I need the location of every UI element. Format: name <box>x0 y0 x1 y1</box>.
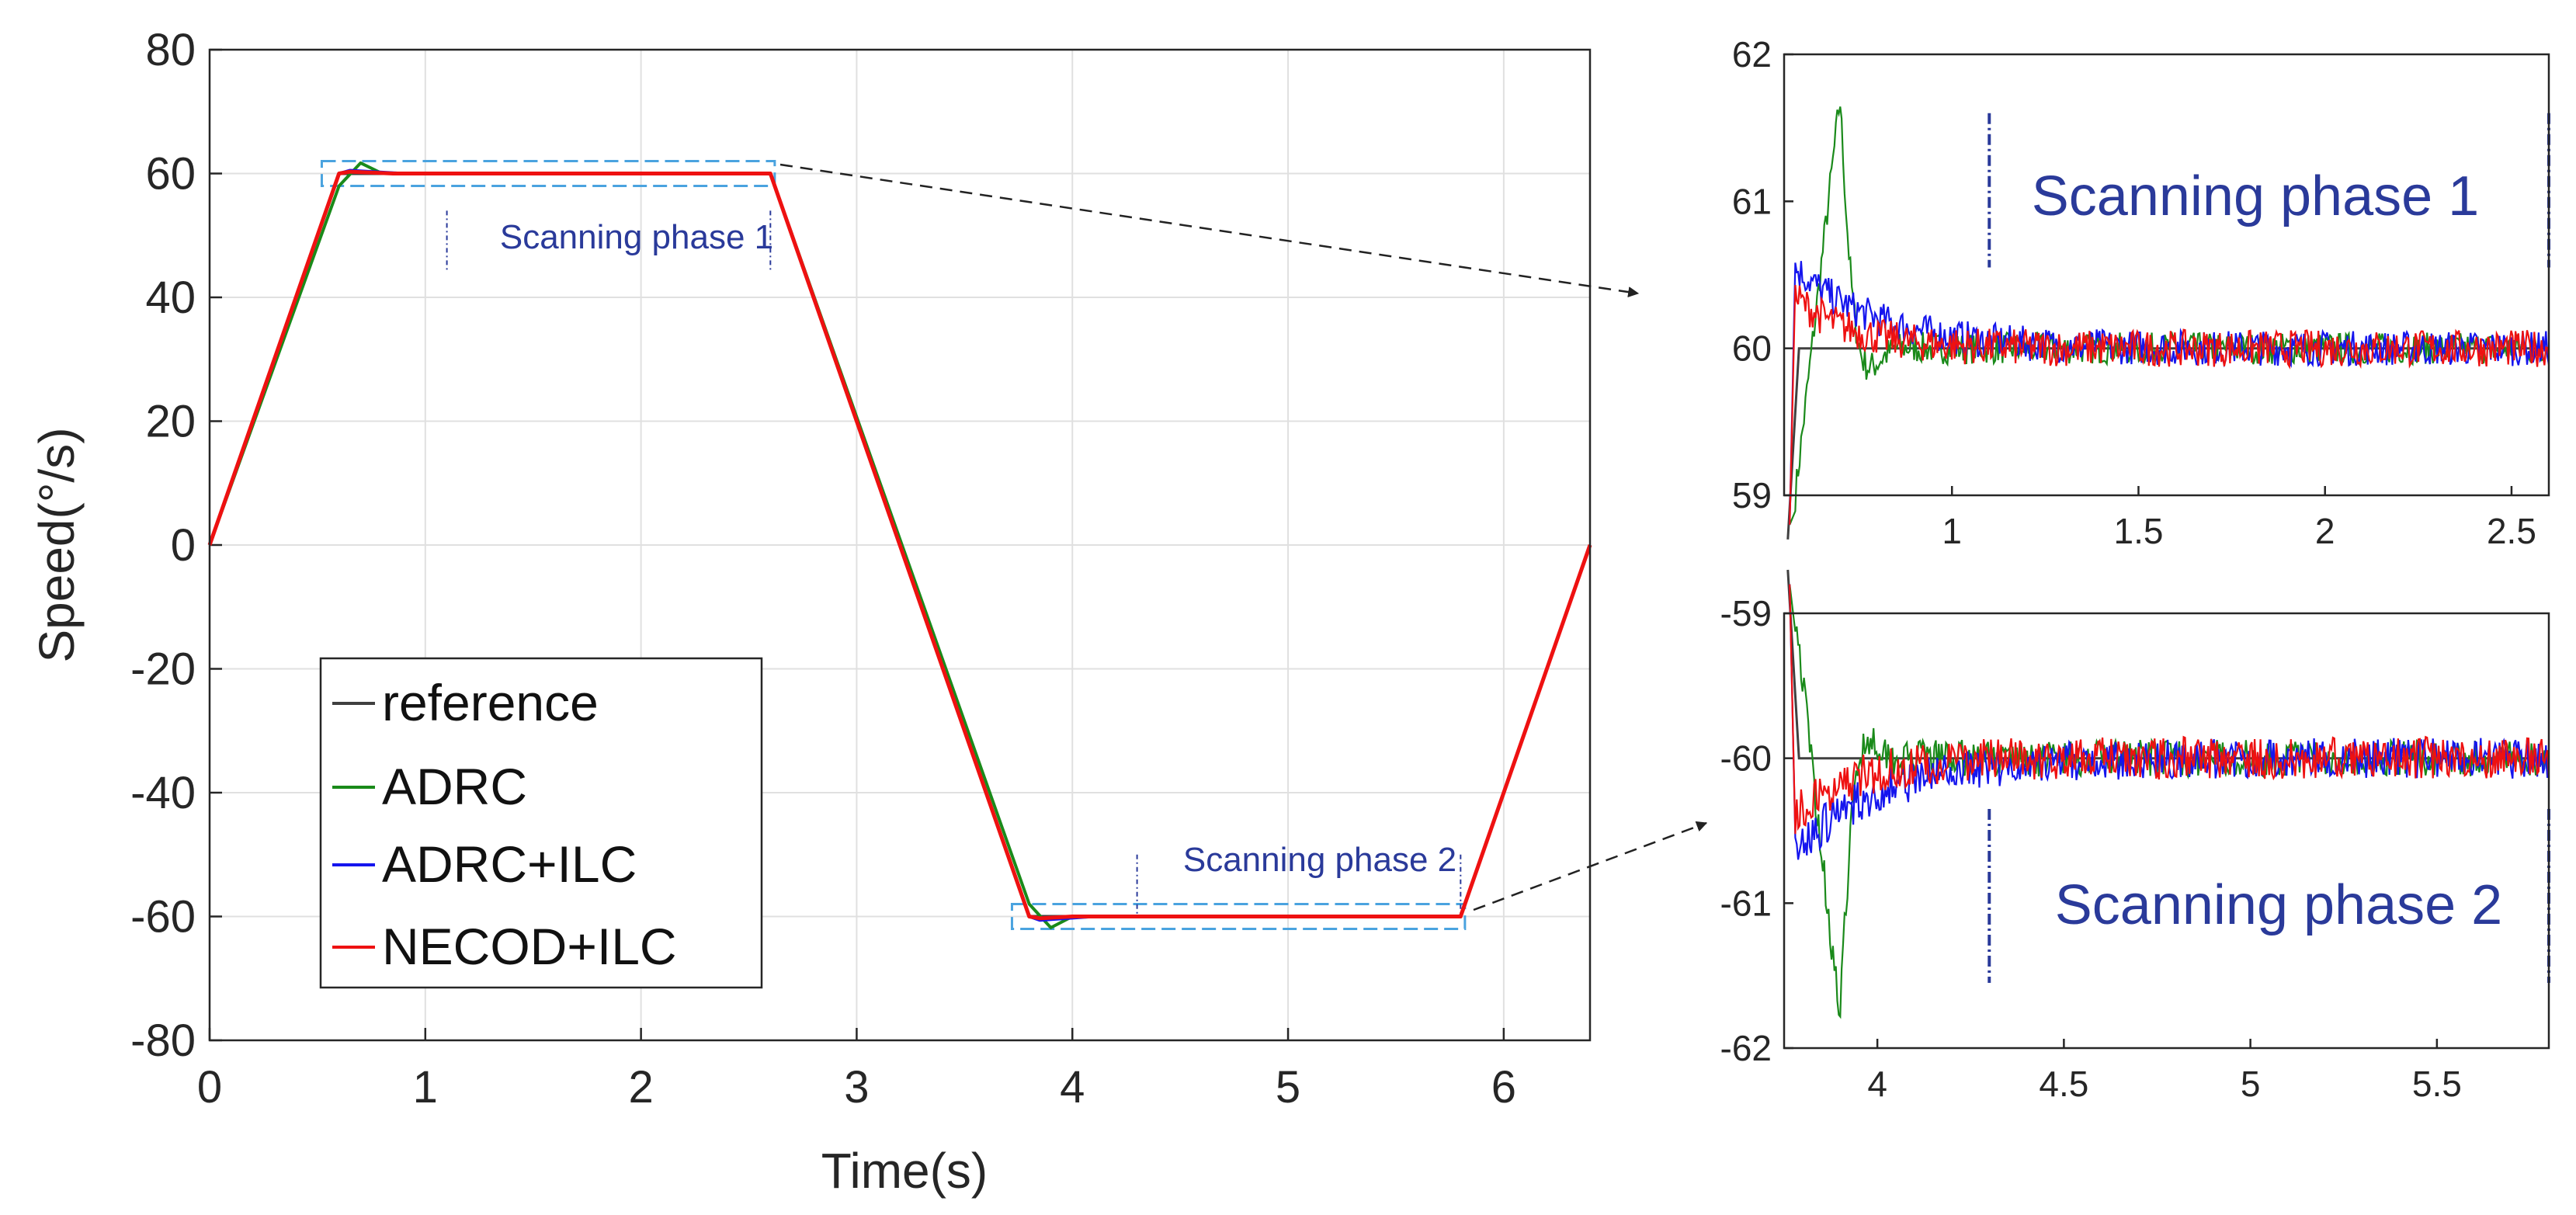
zoom1-plot-area <box>1784 54 2549 495</box>
zoom1-x-tick-label: 1.5 <box>2113 511 2163 551</box>
zoom1-y-tick-label: 61 <box>1732 181 1772 221</box>
main-y-tick-label: 0 <box>171 520 196 571</box>
zoom2-y-tick-label: -62 <box>1720 1028 1772 1068</box>
zoom2-y-tick-label: -61 <box>1720 883 1772 923</box>
main-y-tick-label: 60 <box>145 149 196 200</box>
zoom1-tick-labels: 1 1.5 2 2.5 62 61 60 59 <box>1732 34 2536 551</box>
main-series <box>207 161 1592 929</box>
zoom2-plot-frame <box>1783 612 2550 1050</box>
zoom1-annotation: Scanning phase 1 <box>2032 165 2479 227</box>
zoom1-y-tick-label: 60 <box>1732 328 1772 369</box>
main-y-tick-label: -80 <box>130 1015 196 1066</box>
zoom-arrow-phase-2 <box>1473 821 1708 911</box>
zoom2-x-tick-label: 5 <box>2241 1064 2261 1104</box>
main-y-tick-label: 20 <box>145 397 196 447</box>
main-y-tick-label: -40 <box>130 768 196 818</box>
main-tick-labels: 0 1 2 3 4 5 6 80 60 40 20 0 -20 -40 -60 -80 <box>130 25 1516 1113</box>
zoom2-x-tick-label: 5.5 <box>2412 1064 2462 1104</box>
zoom1-plot-frame <box>1783 53 2550 497</box>
zoom1-x-tick-label: 2.5 <box>2487 511 2536 551</box>
zoom1-series-necod-ilc <box>1789 284 2550 525</box>
main-x-tick-label: 3 <box>844 1062 869 1113</box>
main-x-tick-label: 5 <box>1276 1062 1300 1113</box>
annotation-scanning-phase-1: Scanning phase 1 <box>500 218 773 256</box>
main-y-tick-label: 80 <box>145 25 196 75</box>
main-x-tick-label: 2 <box>628 1062 653 1113</box>
legend-label-adrc-ilc: ADRC+ILC <box>382 835 637 893</box>
zoom2-x-tick-label: 4.5 <box>2039 1064 2088 1104</box>
legend-label-necod-ilc: NECOD+ILC <box>382 918 677 975</box>
zoom-arrow-phase-1 <box>779 163 1640 298</box>
main-y-tick-label: 40 <box>145 273 196 323</box>
legend-box <box>319 657 763 989</box>
zoom1-y-tick-label: 62 <box>1732 34 1772 75</box>
main-y-tick-label: -20 <box>130 644 196 695</box>
zoom2-series-adrc <box>1789 584 2550 1019</box>
series-necod-ilc <box>207 169 1592 921</box>
main-y-tick-label: -60 <box>130 892 196 942</box>
legend-label-adrc: ADRC <box>382 758 527 815</box>
zoom2-y-tick-label: -60 <box>1720 738 1772 779</box>
zoom2-annotation: Scanning phase 2 <box>2055 874 2502 936</box>
main-x-axis-label: Time(s) <box>821 1143 988 1199</box>
main-plot: 0 1 2 3 4 5 6 80 60 40 20 0 -20 -40 -60 -80 Time(s) Spe… <box>29 25 1592 1199</box>
zoom1-series-adrc-ilc <box>1789 261 2550 525</box>
zoom2-y-tick-label: -59 <box>1720 593 1772 634</box>
main-plot-frame <box>208 48 1592 1042</box>
zoom-plot-phase-1: 1 1.5 2 2.5 62 61 60 59 Scanning phase 1 <box>1732 34 2550 551</box>
legend-label-reference: reference <box>382 674 599 731</box>
zoom1-x-tick-label: 2 <box>2315 511 2335 551</box>
main-annotations <box>320 160 1467 930</box>
main-x-tick-label: 0 <box>197 1062 222 1113</box>
zoom2-tick-labels: 4 4.5 5 5.5 -59 -60 -61 -62 <box>1720 593 2462 1104</box>
zoom-plot-phase-2: 4 4.5 5 5.5 -59 -60 -61 -62 Scanning phase 2 <box>1720 569 2550 1104</box>
zoom2-series <box>1786 569 2550 1019</box>
zoom2-plot-area <box>1784 613 2549 1048</box>
main-x-tick-label: 1 <box>413 1062 438 1113</box>
main-x-tick-label: 4 <box>1060 1062 1085 1113</box>
legend: reference ADRC ADRC+ILC NECOD+ILC <box>319 657 763 989</box>
zoom-region-2 <box>1010 903 1467 930</box>
zoom1-x-tick-label: 1 <box>1942 511 1962 551</box>
zoom2-series-adrc-ilc <box>1789 584 2550 860</box>
zoom2-series-necod-ilc <box>1789 584 2550 835</box>
annotation-scanning-phase-2: Scanning phase 2 <box>1183 841 1456 879</box>
zoom1-series <box>1786 106 2550 540</box>
zoom-region-1 <box>320 160 776 187</box>
main-y-axis-label: Speed(°/s) <box>29 427 85 662</box>
zoom2-x-tick-label: 4 <box>1867 1064 1887 1104</box>
main-x-tick-label: 6 <box>1491 1062 1516 1113</box>
zoom1-y-tick-label: 59 <box>1732 475 1772 516</box>
